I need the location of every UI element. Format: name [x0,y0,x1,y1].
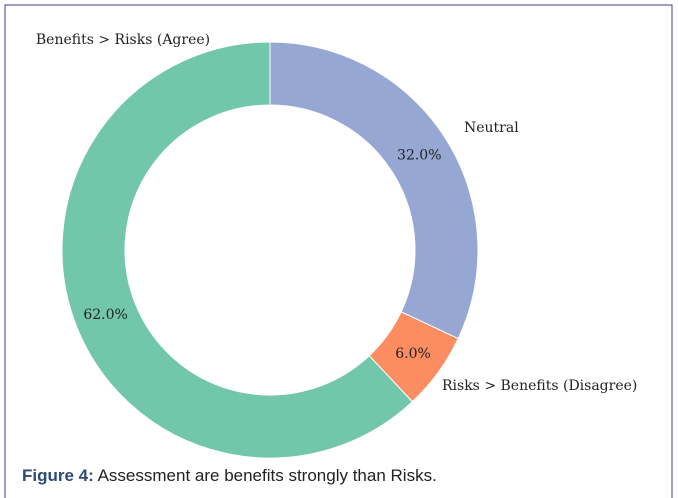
caption-text: Assessment are benefits strongly than Ri… [97,466,437,485]
frame [4,4,673,498]
caption-label: Figure 4: [22,466,94,485]
value-label: 32.0% [397,147,441,163]
value-label: 62.0% [83,307,127,323]
value-label: 6.0% [395,346,431,362]
donut-slice [269,41,479,340]
donut-slice [61,41,414,459]
slice-label: Benefits > Risks (Agree) [36,32,210,48]
slice-label: Neutral [464,120,519,136]
caption: Figure 4: Assessment are benefits strong… [22,466,437,486]
slice-label: Risks > Benefits (Disagree) [442,378,637,394]
